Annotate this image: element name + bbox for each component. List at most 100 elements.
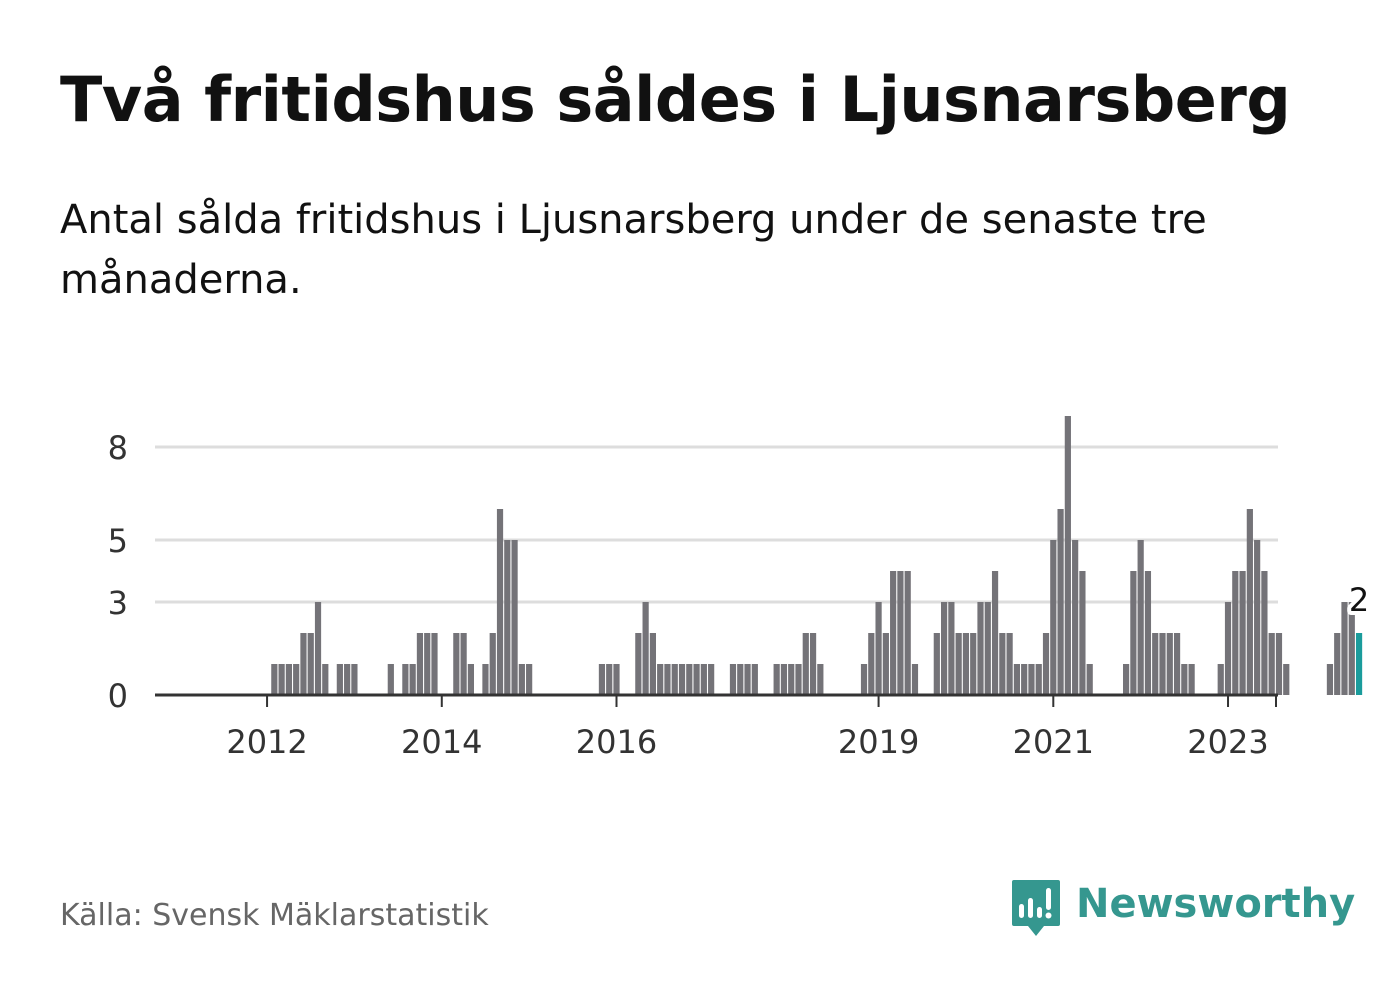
- bar: [1144, 571, 1152, 695]
- bar: [344, 664, 351, 695]
- bar: [467, 664, 474, 695]
- bar: [1246, 509, 1253, 695]
- bar: [860, 664, 868, 695]
- x-tick-label: 2014: [401, 723, 482, 761]
- bar: [402, 664, 409, 695]
- bar: [1173, 633, 1181, 695]
- bar: [271, 664, 278, 695]
- bar: [693, 664, 700, 695]
- bar: [686, 664, 693, 695]
- bar: [1268, 633, 1275, 695]
- bar: [671, 664, 678, 695]
- bar: [664, 664, 671, 695]
- chart-title: Två fritidshus såldes i Ljusnarsberg: [60, 63, 1291, 136]
- bar: [700, 664, 707, 695]
- bar: [1239, 571, 1246, 695]
- bar: [1042, 633, 1050, 695]
- bar: [991, 571, 999, 695]
- bar: [882, 633, 889, 695]
- source-note: Källa: Svensk Mäklarstatistik: [60, 898, 489, 933]
- x-tick-label: 2019: [838, 723, 919, 761]
- y-tick-label: 8: [108, 429, 128, 467]
- bar: [875, 602, 882, 695]
- bar: [780, 664, 788, 695]
- bar: [460, 633, 467, 695]
- bar: [729, 664, 737, 695]
- bar: [1217, 664, 1224, 695]
- bar: [1057, 509, 1064, 695]
- newsworthy-logo-icon: [1012, 880, 1060, 936]
- bar: [1028, 664, 1035, 695]
- bar: [496, 509, 504, 695]
- bar: [970, 633, 977, 695]
- bar: [642, 602, 649, 695]
- bar: [708, 664, 715, 695]
- bar: [1348, 602, 1355, 695]
- bar: [1079, 571, 1086, 695]
- bar: [518, 664, 525, 695]
- bar: [1130, 571, 1137, 695]
- bar: [314, 602, 322, 695]
- x-tick-label: 2012: [226, 723, 307, 761]
- bar: [962, 633, 970, 695]
- x-tick-label: 2021: [1013, 723, 1094, 761]
- bar: [802, 633, 809, 695]
- bar: [285, 664, 292, 695]
- bar: [933, 633, 940, 695]
- bar: [649, 633, 656, 695]
- data-label-latest: 2: [1349, 581, 1369, 619]
- bar: [307, 633, 314, 695]
- bar: [1021, 664, 1028, 695]
- bar: [678, 664, 686, 695]
- bar: [1181, 664, 1188, 695]
- x-axis: [155, 693, 1278, 707]
- bar: [387, 664, 394, 695]
- bar-latest: [1355, 633, 1363, 695]
- brand-logo[interactable]: Newsworthy: [1010, 878, 1355, 942]
- bar: [482, 664, 489, 695]
- bar: [897, 571, 904, 695]
- bar: [504, 540, 511, 695]
- y-tick-label: 5: [108, 522, 128, 560]
- data-label-halo: 2: [1349, 581, 1369, 619]
- bar-series: [271, 416, 1363, 695]
- bar: [955, 633, 962, 695]
- bar: [293, 664, 300, 695]
- bar: [911, 664, 919, 695]
- bar: [1166, 633, 1173, 695]
- bar: [1064, 416, 1071, 695]
- x-tick-label: 2016: [576, 723, 657, 761]
- bar: [1254, 540, 1261, 695]
- bar: [817, 664, 824, 695]
- bar: [751, 664, 758, 695]
- bar: [773, 664, 780, 695]
- bar: [795, 664, 802, 695]
- grid-lines: [155, 445, 1278, 604]
- bar: [1188, 664, 1195, 695]
- bar: [1035, 664, 1042, 695]
- bar: [424, 633, 431, 695]
- bar: [300, 633, 307, 695]
- bar: [1152, 633, 1159, 695]
- bar: [984, 602, 991, 695]
- bar: [1123, 664, 1130, 695]
- bar: [1072, 540, 1079, 695]
- brand-name: Newsworthy: [1076, 881, 1356, 927]
- bar: [890, 571, 897, 695]
- bar: [977, 602, 984, 695]
- bar: [1006, 633, 1013, 695]
- bar: [1232, 571, 1239, 695]
- bar: [613, 664, 620, 695]
- bar: [1159, 633, 1166, 695]
- bar: [1013, 664, 1020, 695]
- chart-subtitle: Antal sålda fritidshus i Ljusnarsberg un…: [60, 197, 1207, 303]
- bar: [322, 664, 329, 695]
- bar: [744, 664, 751, 695]
- bar: [657, 664, 664, 695]
- bar: [431, 633, 438, 695]
- bar: [737, 664, 744, 695]
- bar: [409, 664, 416, 695]
- bar: [606, 664, 613, 695]
- bar: [788, 664, 795, 695]
